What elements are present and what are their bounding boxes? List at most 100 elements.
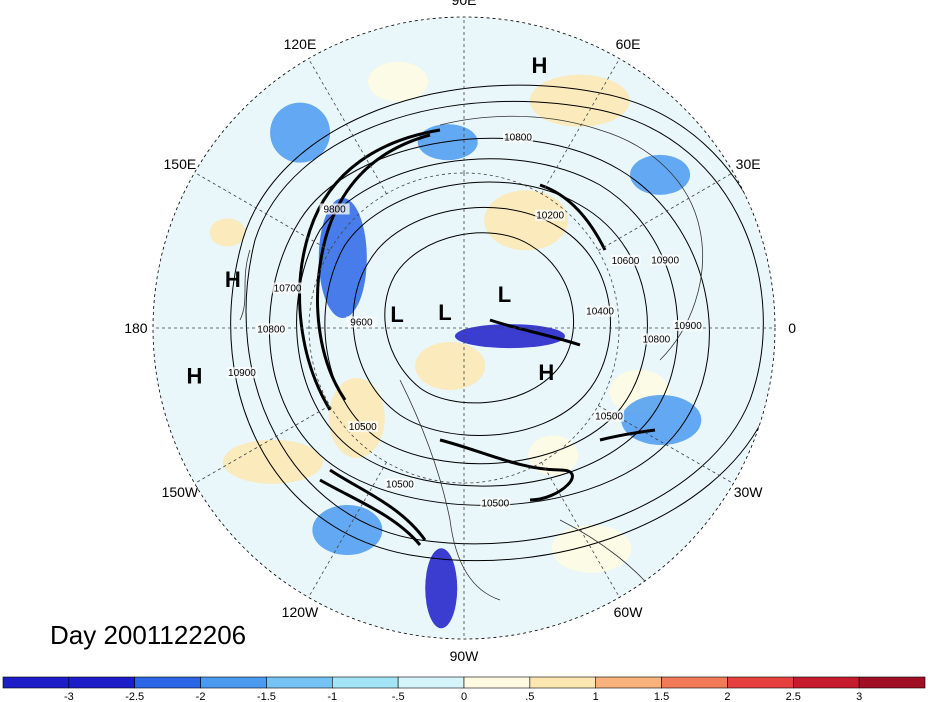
contour-line bbox=[245, 100, 764, 545]
jet-stream bbox=[316, 133, 431, 401]
colorbar-label: 0 bbox=[461, 691, 467, 702]
contour-label-bg bbox=[226, 367, 257, 379]
meridian-line bbox=[308, 58, 387, 194]
colorbar-label: .5 bbox=[525, 691, 534, 702]
colorbar-label: -1 bbox=[327, 691, 337, 702]
contour-label-bg bbox=[272, 282, 303, 294]
longitude-label: 120W bbox=[282, 604, 319, 620]
contour-label-bg bbox=[384, 478, 415, 490]
height-contours bbox=[230, 84, 775, 562]
colorbar-label: -2 bbox=[196, 691, 206, 702]
meridian-line bbox=[541, 462, 620, 598]
contour-line bbox=[384, 232, 575, 404]
colorbar-box bbox=[68, 676, 136, 689]
pressure-system-labels: H H H L L L H bbox=[187, 53, 555, 389]
contour-label-bg bbox=[346, 316, 377, 328]
contour-label-bg bbox=[594, 410, 625, 422]
anomaly-blob bbox=[318, 198, 367, 319]
day-label: Day 2001122206 bbox=[50, 620, 247, 650]
colorbar-label: -3 bbox=[64, 691, 74, 702]
colorbar-box bbox=[661, 676, 728, 689]
longitude-label: 0 bbox=[788, 320, 796, 336]
contour-label: 10800 bbox=[504, 133, 532, 144]
colorbar-label: 1 bbox=[593, 691, 599, 702]
anomaly-blob bbox=[529, 74, 630, 127]
colorbar-box bbox=[727, 676, 794, 689]
contour-label: 10500 bbox=[386, 480, 414, 491]
contour-labels: 10800 10200 10600 10900 10400 10800 10900 10500… bbox=[226, 131, 703, 510]
contour-line bbox=[352, 206, 611, 436]
longitude-label: 90W bbox=[450, 648, 480, 664]
contour-label-bg bbox=[480, 497, 511, 509]
colorbar-box bbox=[331, 676, 399, 689]
longitude-label: 180 bbox=[124, 320, 148, 336]
anomaly-blob bbox=[367, 61, 428, 102]
colorbar-label: 3 bbox=[856, 691, 862, 702]
longitude-label: 150E bbox=[164, 156, 197, 172]
meridian-line bbox=[194, 405, 330, 484]
jet-stream bbox=[298, 128, 441, 411]
colorbar-label: -.5 bbox=[392, 691, 405, 702]
jet-stream bbox=[489, 318, 581, 347]
colorbar: -3 -2.5 -2 -1.5 -1 -.5 0 .5 1 1.5 2 2.5 3 bbox=[2, 676, 926, 702]
colorbar-label: -2.5 bbox=[125, 691, 144, 702]
contour-label: 9800 bbox=[323, 204, 346, 215]
anomaly-blob bbox=[209, 218, 246, 247]
low-pressure-label: L bbox=[438, 300, 451, 325]
high-pressure-label: H bbox=[531, 53, 547, 78]
colorbar-box bbox=[266, 676, 333, 689]
anomaly-blob bbox=[454, 324, 565, 349]
jet-stream bbox=[329, 468, 427, 541]
colorbar-box bbox=[463, 676, 531, 689]
jet-stream bbox=[319, 478, 422, 546]
contour-label-bg bbox=[319, 203, 350, 215]
anomaly-blob bbox=[415, 341, 486, 390]
jet-stream bbox=[599, 428, 656, 442]
colorbar-box bbox=[397, 676, 465, 689]
contour-label: 10800 bbox=[257, 324, 285, 335]
contour-label: 10900 bbox=[674, 321, 702, 332]
longitude-label: 30E bbox=[736, 156, 761, 172]
meridian-line bbox=[308, 462, 387, 598]
contour-label: 10200 bbox=[536, 211, 564, 222]
anomaly-blob bbox=[222, 439, 323, 484]
contour-label-bg bbox=[535, 209, 566, 221]
colorbar-box bbox=[200, 676, 267, 689]
contour-label: 10900 bbox=[228, 368, 256, 379]
colorbar-box bbox=[792, 676, 860, 689]
meridian-line bbox=[541, 58, 620, 194]
meridian-line bbox=[598, 172, 734, 251]
coastline bbox=[239, 249, 251, 321]
anomaly-shading bbox=[153, 17, 775, 639]
colorbar-box bbox=[858, 676, 926, 689]
low-pressure-label: L bbox=[498, 282, 511, 307]
contour-label-bg bbox=[610, 254, 641, 266]
contour-label-bg bbox=[650, 254, 681, 266]
contour-label: 10500 bbox=[349, 422, 377, 433]
colorbar-box bbox=[2, 676, 70, 689]
contour-label: 10700 bbox=[274, 283, 302, 294]
contour-label-bg bbox=[672, 320, 703, 331]
contour-label: 10500 bbox=[481, 499, 509, 510]
jet-stream bbox=[439, 438, 574, 502]
anomaly-blob bbox=[270, 102, 331, 163]
anomaly-blob bbox=[417, 124, 478, 161]
colorbar-label: 2.5 bbox=[786, 691, 801, 702]
anomaly-blob bbox=[630, 154, 691, 195]
longitude-label: 30W bbox=[734, 484, 764, 500]
contour-line bbox=[268, 137, 710, 506]
anomaly-blob bbox=[551, 524, 632, 573]
longitude-label: 90E bbox=[452, 0, 477, 8]
coastline bbox=[439, 115, 703, 361]
coastline bbox=[399, 379, 501, 601]
map-border bbox=[152, 16, 776, 640]
contour-label: 10400 bbox=[586, 307, 614, 318]
high-pressure-label: H bbox=[225, 267, 241, 292]
contour-label: 10800 bbox=[642, 334, 670, 345]
contour-label: 10500 bbox=[595, 412, 623, 423]
contour-label: 9600 bbox=[350, 317, 373, 328]
anomaly-blob bbox=[425, 548, 458, 629]
ocean-background bbox=[153, 17, 775, 639]
meridian-line bbox=[194, 172, 330, 251]
